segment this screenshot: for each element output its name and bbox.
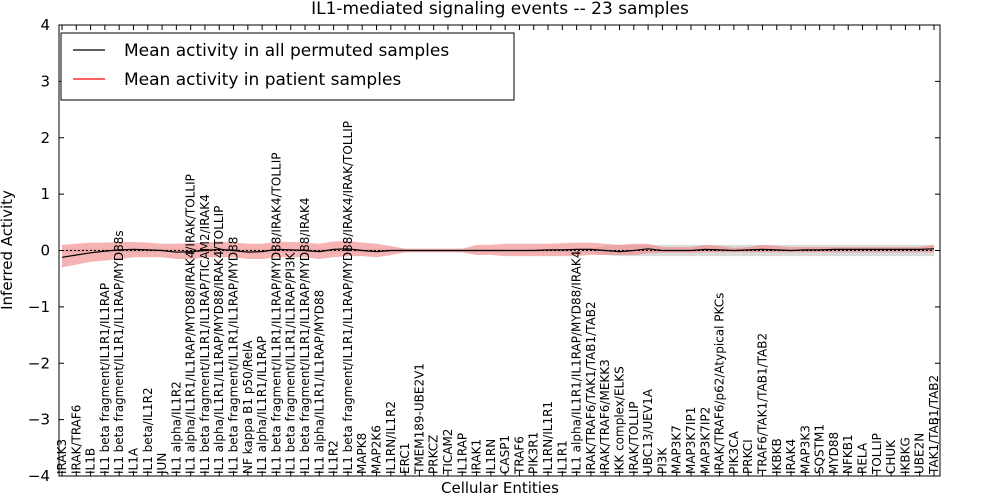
x-tick-label: JUN [155,453,169,475]
x-tick-label: IL1RN [484,439,498,474]
x-tick-label: IL1 alpha/IL1R2 [169,381,183,474]
x-tick-label: MAP2K6 [369,425,383,474]
y-tick-label: 1 [40,185,50,203]
x-tick-label: IRAK/TRAF6/MEKK3 [598,359,612,474]
x-tick-label: IRAK1 [470,439,484,474]
x-tick-label: MAP3K7IP1 [684,407,698,474]
x-tick-label: UBC13/UEV1A [641,388,655,474]
x-tick-label: UBE2N [913,433,927,474]
x-tick-label: IL1RAP [455,433,469,474]
x-tick-label: PI3K [655,447,669,474]
x-tick-label: IRAK/TRAF6 [69,405,83,474]
y-tick-label: −3 [28,411,50,429]
y-tick-label: 2 [40,129,50,147]
x-tick-label: IL1 beta fragment/IL1R1/IL1RAP/TICAM2/IR… [198,194,212,474]
series-band-patient [62,240,934,268]
x-tick-label: TAK1/TAB1/TAB2 [927,375,941,475]
x-tick-label: NF kappa B1 p50/RelA [241,340,255,474]
x-tick-label: IRAK3 [55,439,69,474]
y-tick-label: −4 [28,467,50,485]
legend-label: Mean activity in patient samples [124,70,401,90]
x-tick-label: IL1 alpha/IL1R1/IL1RAP/MYD88/IRAK4 [570,251,584,474]
x-tick-label: IL1A [126,447,140,474]
x-tick-label: PRKCZ [427,435,441,474]
x-tick-label: IL1 beta fragment/IL1R1/IL1RAP/MYD88/IRA… [298,197,312,474]
legend-box [60,32,515,101]
x-tick-label: IL1RN/IL1R2 [384,401,398,474]
x-tick-label: CASP1 [498,435,512,474]
x-tick-label: IL1RN/IL1R1 [541,401,555,474]
x-tick-label: MAPK8 [355,433,369,474]
x-tick-label: IRAK4 [784,439,798,474]
x-tick-label: MAP3K7IP2 [698,407,712,474]
x-tick-label: TRAF6/TAK1/TAB1/TAB2 [755,333,769,475]
legend-label: Mean activity in all permuted samples [124,41,449,61]
x-tick-label: MAP3K7 [670,425,684,474]
x-tick-label: IL1 beta fragment/IL1R1/IL1RAP [98,283,112,474]
x-tick-label: IL1 alpha/IL1R1/IL1RAP/MYD88/IRAK4/IRAK/… [184,174,198,474]
x-tick-label: RELA [856,442,870,474]
x-tick-label: TMEM189-UBE2V1 [412,363,426,475]
x-tick-label: SQSTM1 [813,424,827,474]
x-tick-label: IL1 beta fragment/IL1R1/IL1RAP/MYD88/IRA… [341,121,355,474]
x-tick-label: MYD88 [827,432,841,474]
x-tick-label: IL1R1 [555,440,569,474]
x-tick-label: IL1 beta fragment/IL1R1/IL1RAP/MYD88 [227,237,241,474]
chart-title: IL1-mediated signaling events -- 23 samp… [311,0,689,19]
x-tick-label: IRAK/TOLLIP [627,402,641,474]
x-tick-label: IL1R2 [327,440,341,474]
x-tick-label: PIK3CA [727,430,741,474]
x-tick-label: ERC1 [398,443,412,474]
x-tick-label: IL1B [84,448,98,474]
x-tick-label: IKBKG [898,437,912,474]
x-tick-label: PRKCI [741,439,755,474]
x-tick-label: TOLLIP [870,433,884,475]
series-line-patient [61,248,935,258]
x-tick-label: PIK3R1 [527,432,541,474]
x-tick-label: IKK complex/ELKS [613,366,627,474]
x-tick-label: IL1 alpha/IL1R1/IL1RAP/MYD88 [312,290,326,474]
x-tick-label: IL1 alpha/IL1R1/IL1RAP/MYD88/IRAK4/TOLLI… [212,206,226,474]
x-tick-label: MAP3K3 [798,425,812,474]
y-tick-label: 0 [40,242,50,260]
x-tick-label: TICAM2 [441,429,455,475]
x-tick-label: IL1 alpha/IL1R1/IL1RAP [255,336,269,474]
x-tick-label: IL1 beta fragment/IL1R1/IL1RAP/MYD88s [112,230,126,474]
x-tick-label: IL1 beta/IL1R2 [141,387,155,474]
x-tick-label: IRAK/TRAF6/p62/Atypical PKCs [713,293,727,474]
x-tick-label: IL1 beta fragment/IL1R1/IL1RAP/PI3K [284,251,298,474]
x-tick-label: IRAK/TRAF6/TAK1/TAB1/TAB2 [584,301,598,474]
x-tick-label: IKBKB [770,438,784,474]
x-tick-label: TRAF6 [512,436,526,475]
x-tick-label: CHUK [884,439,898,474]
y-axis-label: Inferred Activity [0,190,16,310]
x-tick-label: NFKB1 [841,434,855,474]
y-tick-label: −2 [28,354,50,372]
x-axis-label: Cellular Entities [441,479,559,497]
x-tick-label: IL1 beta fragment/IL1R1/IL1RAP/MYD88/IRA… [269,153,283,474]
y-tick-label: 4 [40,16,50,34]
y-tick-label: −1 [28,298,50,316]
y-tick-label: 3 [40,72,50,90]
